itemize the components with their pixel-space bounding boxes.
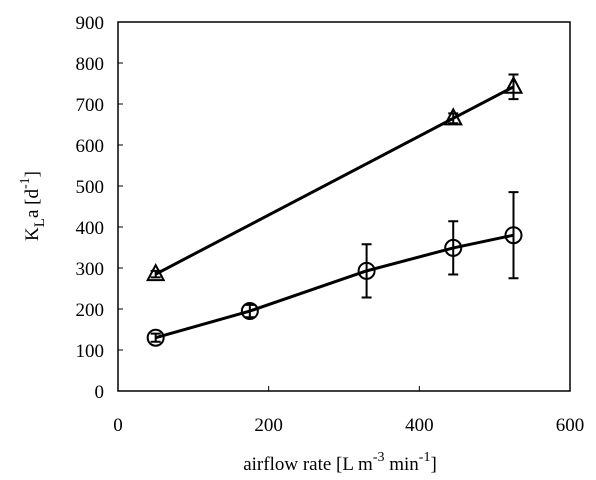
x-tick-label: 600 xyxy=(556,415,585,436)
plot-frame xyxy=(117,21,571,392)
y-label-part: ] xyxy=(22,171,43,177)
marker-triangle xyxy=(503,75,524,94)
y-tick-label: 100 xyxy=(76,341,105,362)
x-axis-label: airflow rate [L m-3 min-1] xyxy=(243,450,437,475)
y-tick-label: 700 xyxy=(76,95,105,116)
y-tick-label: 600 xyxy=(76,136,105,157)
marker-circle xyxy=(240,302,259,321)
x-tick-label: 200 xyxy=(254,415,283,436)
marker-circle xyxy=(357,261,376,280)
error-bar xyxy=(361,243,372,299)
marker-triangle xyxy=(443,107,463,126)
y-tick-label: 900 xyxy=(76,13,105,34)
y-label-sup: -1 xyxy=(18,177,33,189)
y-tick-label: 200 xyxy=(76,300,105,321)
error-bar xyxy=(150,332,161,343)
marker-circle xyxy=(444,238,463,257)
y-tick-label: 0 xyxy=(95,382,105,403)
y-tick-label: 300 xyxy=(76,259,105,280)
x-tick-label: 400 xyxy=(405,415,434,436)
marker-circle xyxy=(504,226,523,245)
x-tick-label: 0 xyxy=(113,415,123,436)
marker-triangle xyxy=(146,263,166,282)
y-tick-label: 800 xyxy=(76,54,105,75)
y-tick-label: 500 xyxy=(76,177,105,198)
error-bar xyxy=(508,191,519,280)
x-label-sup: -1 xyxy=(419,450,431,465)
error-bar xyxy=(448,112,459,125)
y-label-part: a [d xyxy=(22,189,43,219)
error-bar xyxy=(448,220,459,276)
y-label-sub: L xyxy=(32,218,48,227)
y-label-part: K xyxy=(22,227,43,241)
x-label-part: airflow rate [L m xyxy=(243,454,373,475)
x-label-sup: -3 xyxy=(373,450,385,465)
error-bar xyxy=(244,303,255,319)
y-tick-label: 400 xyxy=(76,218,105,239)
x-label-part: ] xyxy=(430,454,436,475)
marker-circle xyxy=(146,328,165,347)
x-label-part: min xyxy=(384,454,419,475)
y-axis-label: KLa [d-1] xyxy=(18,171,48,241)
